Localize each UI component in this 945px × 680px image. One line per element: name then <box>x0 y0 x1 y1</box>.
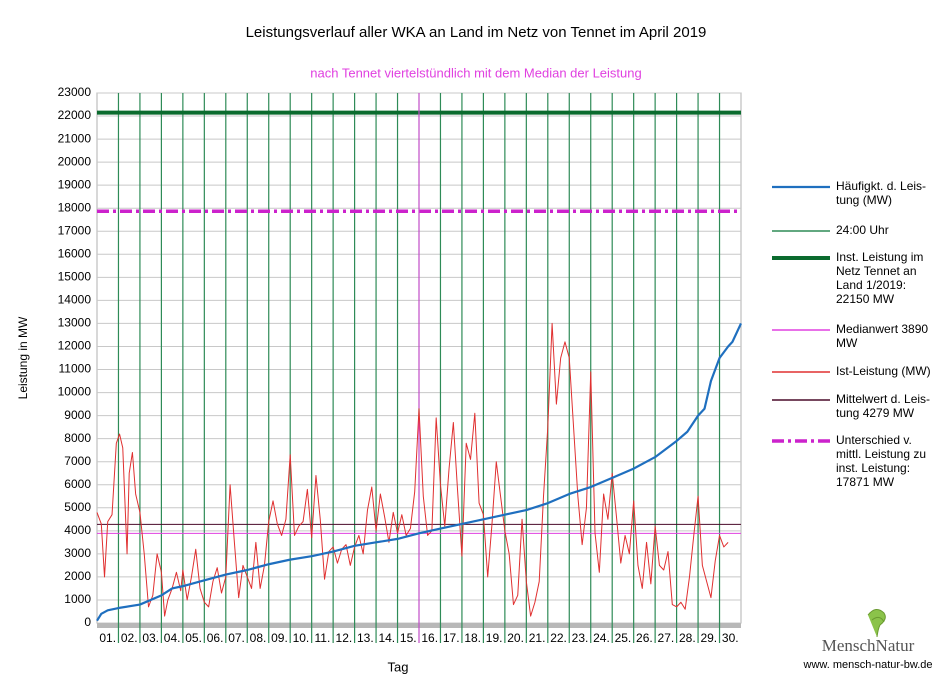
y-tick-label: 15000 <box>58 270 92 284</box>
x-tick-label: 06. <box>207 631 224 645</box>
x-tick-label: 30. <box>722 631 739 645</box>
y-tick-label: 23000 <box>58 85 92 99</box>
legend-label: inst. Leistung: <box>836 461 910 475</box>
y-tick-label: 2000 <box>64 569 91 583</box>
legend-label: Medianwert 3890 <box>836 322 928 336</box>
y-tick-label: 7000 <box>64 454 91 468</box>
y-tick-label: 0 <box>84 615 91 629</box>
legend-label: Häufigkt. d. Leis- <box>836 179 926 193</box>
x-axis-label: Tag <box>388 659 409 674</box>
x-tick-label: 23. <box>572 631 589 645</box>
logo-leaf <box>867 609 886 638</box>
x-tick-label: 04. <box>164 631 181 645</box>
x-tick-label: 24. <box>593 631 610 645</box>
y-tick-label: 10000 <box>58 385 92 399</box>
legend-label: Inst. Leistung im <box>836 250 923 264</box>
y-tick-label: 17000 <box>58 223 92 237</box>
x-tick-label: 21. <box>529 631 546 645</box>
url: www. mensch-natur-bw.de <box>803 659 933 671</box>
x-tick-label: 18. <box>464 631 481 645</box>
y-tick-label: 11000 <box>59 362 92 376</box>
legend-label: mittl. Leistung zu <box>836 447 926 461</box>
legend-label: 22150 MW <box>836 292 895 306</box>
series-line <box>96 322 742 622</box>
y-tick-label: 4000 <box>64 523 91 537</box>
x-tick-label: 27. <box>658 631 675 645</box>
chart-title: Leistungsverlauf aller WKA an Land im Ne… <box>246 24 707 41</box>
y-tick-label: 19000 <box>58 177 92 191</box>
x-tick-label: 14. <box>378 631 395 645</box>
y-axis-label: Leistung in MW <box>16 316 30 399</box>
x-tick-label: 15. <box>400 631 417 645</box>
x-tick-label: 19. <box>486 631 503 645</box>
y-tick-label: 12000 <box>58 339 92 353</box>
x-tick-label: 09. <box>271 631 288 645</box>
y-tick-label: 21000 <box>58 131 92 145</box>
y-tick-label: 8000 <box>64 431 91 445</box>
legend-label: Unterschied v. <box>836 433 912 447</box>
x-tick-label: 11. <box>315 631 331 645</box>
y-tick-label: 9000 <box>64 408 91 422</box>
series-line <box>96 322 729 617</box>
legend-label: MW <box>836 336 858 350</box>
y-tick-label: 22000 <box>58 108 92 122</box>
y-tick-label: 16000 <box>58 246 92 260</box>
x-tick-label: 12. <box>336 631 353 645</box>
legend-label: Land 1/2019: <box>836 278 906 292</box>
x-tick-label: 05. <box>185 631 202 645</box>
x-tick-label: 26. <box>636 631 653 645</box>
x-tick-label: 20. <box>507 631 524 645</box>
legend-label: 17871 MW <box>836 475 895 489</box>
x-tick-label: 17. <box>443 631 460 645</box>
x-tick-label: 07. <box>228 631 245 645</box>
chart-subtitle: nach Tennet viertelstündlich mit dem Med… <box>310 65 641 80</box>
x-tick-label: 10. <box>293 631 310 645</box>
y-tick-label: 18000 <box>58 200 92 214</box>
x-tick-label: 03. <box>142 631 159 645</box>
y-tick-label: 5000 <box>64 500 91 514</box>
legend-label: Ist-Leistung (MW) <box>836 364 931 378</box>
x-tick-label: 16. <box>421 631 438 645</box>
x-tick-label: 25. <box>615 631 632 645</box>
x-tick-label: 29. <box>700 631 717 645</box>
brand: MenschNatur <box>822 636 915 655</box>
x-tick-label: 08. <box>250 631 267 645</box>
legend-label: Mittelwert d. Leis- <box>836 392 930 406</box>
y-tick-label: 20000 <box>58 154 92 168</box>
x-tick-label: 13. <box>357 631 374 645</box>
legend-label: tung (MW) <box>836 193 892 207</box>
x-tick-label: 28. <box>679 631 696 645</box>
legend-label: 24:00 Uhr <box>836 223 889 237</box>
legend-label: tung 4279 MW <box>836 406 915 420</box>
x-tick-label: 01. <box>99 631 116 645</box>
y-tick-label: 3000 <box>64 546 91 560</box>
y-tick-label: 14000 <box>58 293 92 307</box>
y-tick-label: 6000 <box>64 477 91 491</box>
y-tick-label: 13000 <box>58 316 92 330</box>
x-tick-label: 02. <box>121 631 138 645</box>
x-tick-label: 22. <box>550 631 567 645</box>
legend-label: Netz Tennet an <box>836 264 917 278</box>
y-tick-label: 1000 <box>64 592 91 606</box>
